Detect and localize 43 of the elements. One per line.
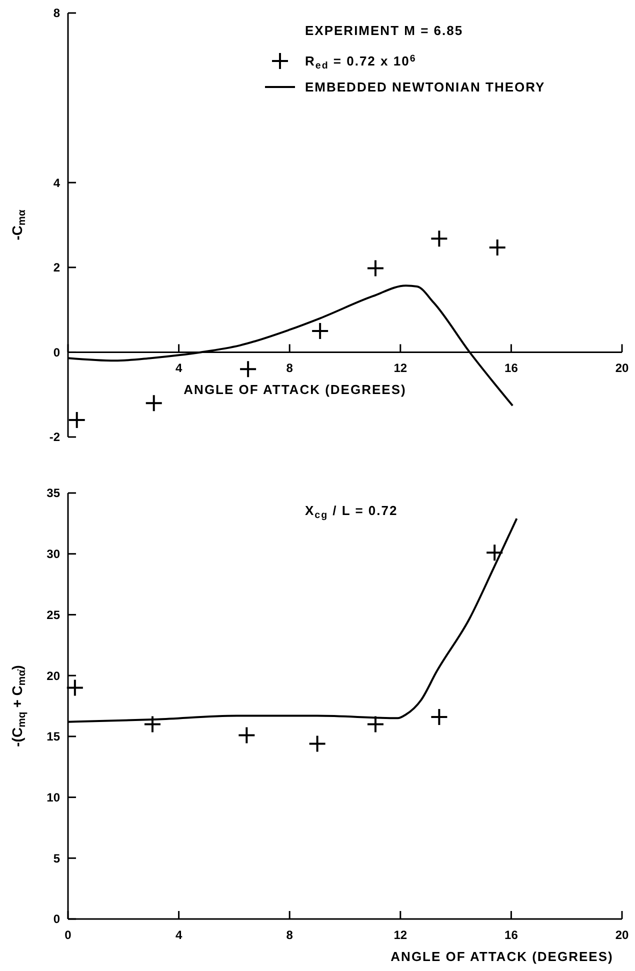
point — [488, 238, 506, 256]
point — [430, 708, 448, 726]
x-tick-label: 20 — [615, 928, 629, 942]
x-tick-label: 16 — [504, 928, 518, 942]
point — [66, 678, 84, 697]
point — [238, 726, 256, 744]
x-tick-label: 8 — [286, 361, 294, 376]
y-tick-label: 8 — [53, 6, 60, 20]
y-tick-label: 30 — [46, 547, 60, 562]
y-tick-label: 5 — [53, 851, 60, 866]
x-axis-title: ANGLE OF ATTACK (DEGREES) — [184, 382, 406, 398]
x-tick-label: 0 — [64, 928, 72, 942]
legend-label: EMBEDDED NEWTONIAN THEORY — [305, 80, 546, 95]
x-tick-label: 16 — [504, 361, 518, 376]
y-tick-label: 10 — [46, 790, 60, 804]
y-tick-label: -2 — [49, 430, 60, 444]
point — [143, 715, 162, 734]
y-tick-label: 25 — [46, 608, 60, 622]
x-tick-label: 20 — [615, 361, 629, 376]
x-tick-label: 8 — [286, 928, 294, 942]
y-tick-label: 2 — [53, 260, 60, 275]
x-tick-label: 12 — [394, 361, 408, 376]
y-tick-label: 20 — [46, 668, 60, 683]
x-axis-title: ANGLE OF ATTACK (DEGREES) — [390, 949, 614, 964]
point — [311, 322, 330, 340]
y-tick-label: 4 — [53, 176, 60, 190]
point — [68, 411, 86, 430]
legend-label: R$_{ed}$ = 0.72 x 10$^{6}$ — [305, 54, 416, 72]
point — [486, 544, 504, 562]
point — [144, 394, 163, 412]
y-tick-label: 0 — [53, 912, 60, 926]
legend-title: EXPERIMENT M = 6.85 — [305, 23, 464, 38]
annotation: X$_{cg}$ / L = 0.72 — [305, 503, 398, 521]
y-tick-label: 15 — [46, 730, 60, 744]
x-tick-label: 4 — [175, 361, 182, 376]
x-tick-label: 4 — [175, 928, 182, 942]
y-tick-label: 0 — [53, 345, 60, 360]
point — [430, 230, 448, 248]
point — [239, 360, 258, 378]
point — [366, 259, 384, 278]
x-tick-label: 12 — [394, 928, 408, 942]
y-tick-label: 35 — [46, 486, 60, 500]
point — [308, 734, 326, 753]
